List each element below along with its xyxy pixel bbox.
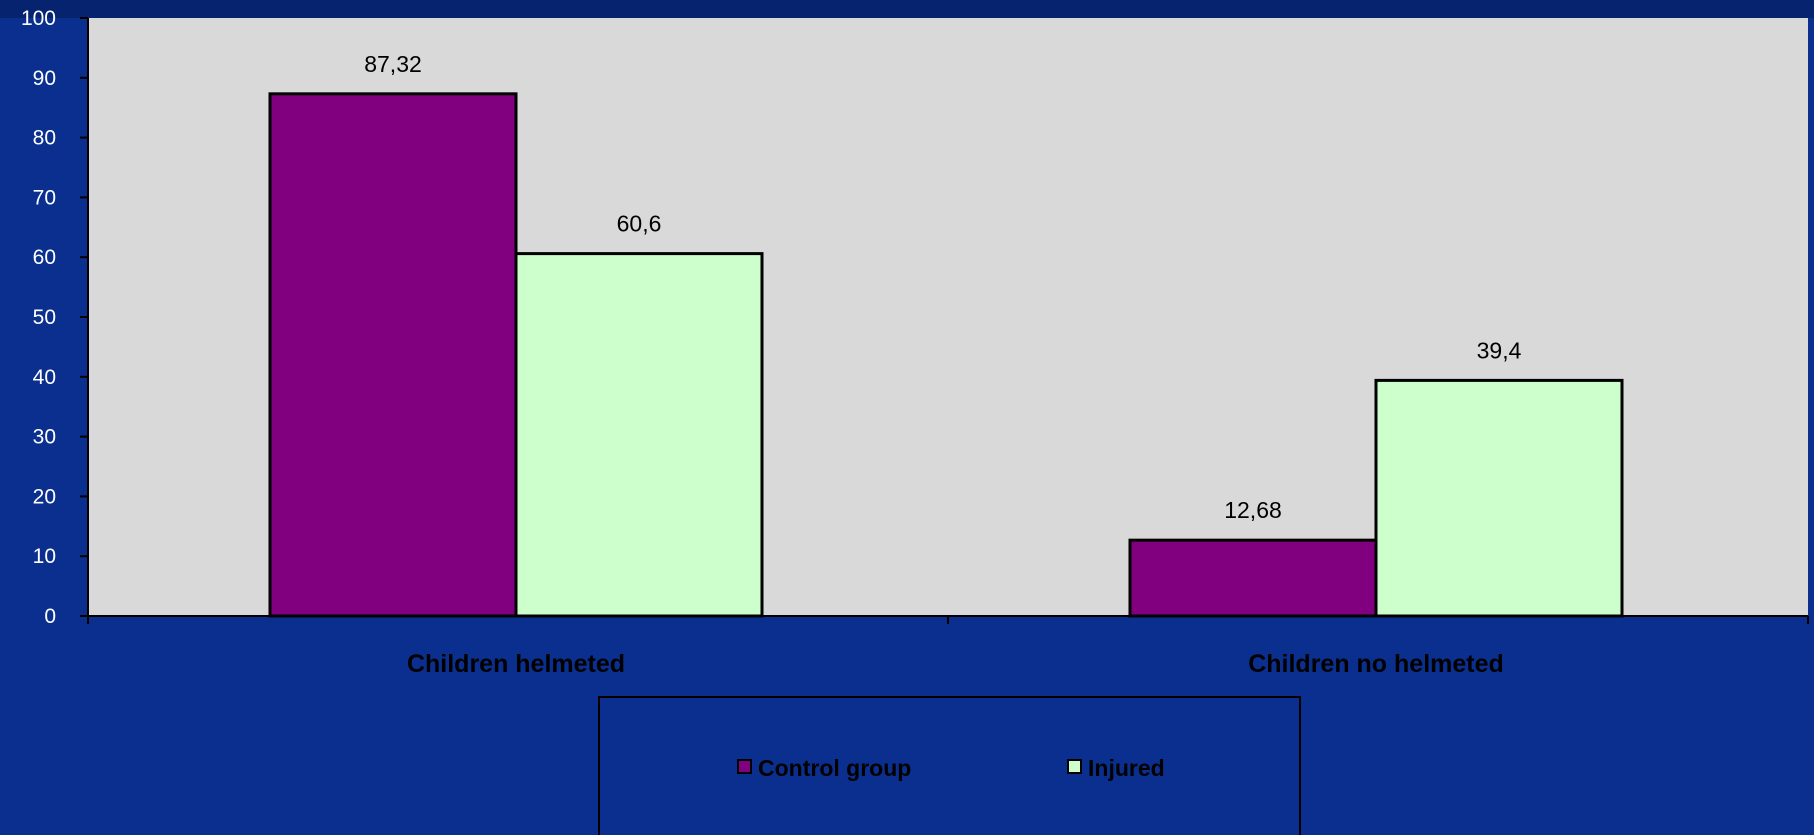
x-category-label: Children helmeted [407, 650, 625, 678]
injured-bar [1374, 378, 1624, 618]
injured-bar [514, 252, 764, 618]
y-tick-label: 10 [33, 545, 56, 568]
legend-swatch-control-group [737, 759, 752, 774]
data-label: 87,32 [364, 51, 422, 77]
y-tick-label: 90 [33, 67, 56, 90]
control-group-bar [268, 92, 518, 618]
y-tick-label: 100 [21, 7, 56, 30]
legend-box [598, 696, 1301, 835]
y-tick-label: 50 [33, 306, 56, 329]
legend-label-control-group: Control group [758, 755, 911, 781]
y-tick-label: 30 [33, 426, 56, 449]
data-label: 60,6 [617, 211, 662, 237]
control-group-bar [1128, 538, 1378, 618]
y-tick-label: 80 [33, 127, 56, 150]
y-tick-label: 40 [33, 366, 56, 389]
y-tick-label: 0 [44, 605, 56, 628]
top-band [0, 0, 1814, 18]
data-label: 12,68 [1224, 497, 1282, 523]
legend-swatch-injured [1067, 759, 1082, 774]
legend-label-injured: Injured [1088, 755, 1165, 781]
data-label: 39,4 [1477, 337, 1522, 363]
y-tick-label: 20 [33, 485, 56, 508]
y-tick-label: 70 [33, 186, 56, 209]
x-category-label: Children no helmeted [1248, 650, 1504, 678]
y-tick-label: 60 [33, 246, 56, 269]
